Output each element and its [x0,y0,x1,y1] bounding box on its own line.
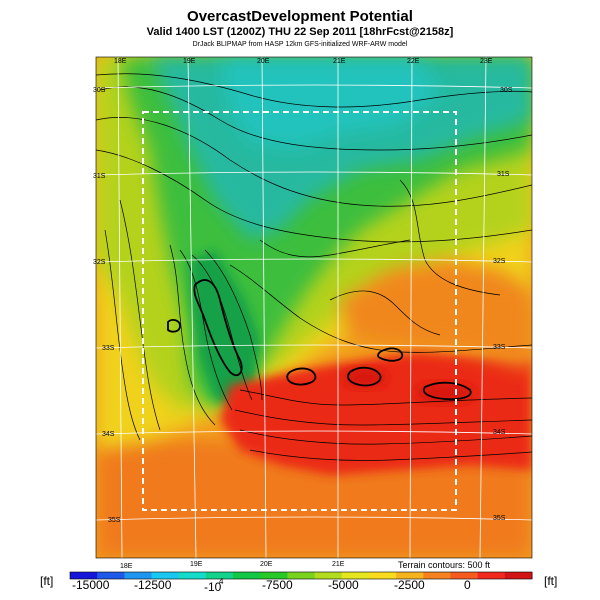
overcast-contour [377,347,404,362]
lat-label-left: 32S [93,259,106,266]
colorbar [69,571,533,580]
overcast-contour [193,279,243,377]
terrain-contour [259,239,411,258]
lat-label-left: 33S [102,345,115,352]
lon-label-top: 19E [183,58,196,65]
terrain-contour [234,409,532,426]
colorbar-swatch [178,572,207,579]
lon-label-top: 22E [407,58,420,65]
lon-label-bottom: 19E [190,561,203,568]
meridian-18e [117,57,123,558]
meridian-22e [409,57,413,558]
colorbar-swatch [504,572,533,579]
field-red-band [220,350,532,475]
lat-label-left: 34S [102,431,115,438]
colorbar-swatch [368,572,397,579]
colorbar-swatch [423,572,451,579]
meridian-23e [479,57,487,558]
lon-label-top: 20E [257,58,270,65]
lon-label-bottom: 18E [120,563,133,570]
terrain-contour [229,264,532,353]
colorbar-tick-label: -15000 [72,578,110,592]
terrain-contour [96,117,532,207]
model-credit-line: DrJack BLIPMAP from HASP 12km GFS-initia… [192,41,408,48]
lon-label-bottom: 20E [260,561,273,568]
lon-label-top: 23E [480,58,493,65]
graticule [96,57,532,558]
colorbar-tick-label: -10 [204,580,222,594]
colorbar-swatch [151,572,180,579]
field-cyan-north [220,60,440,150]
lon-label-top: 18E [114,58,127,65]
lat-label-right: 35S [493,515,506,522]
valid-time-line: Valid 1400 LST (1200Z) THU 22 Sep 2011 [… [146,26,454,38]
colorbar-swatch [205,572,234,579]
colorbar-tick-label: 0 [464,578,471,592]
parallel-30s [96,84,532,89]
colorbar-tick-label: -2500 [394,578,425,592]
overcast-contour [286,367,317,386]
colorbar-swatch [97,572,125,579]
colorbar-swatch [287,572,316,579]
lat-label-left: 30S [93,87,106,94]
overcast-contours [167,279,472,401]
terrain-contour [96,73,532,108]
parallel-32s [96,258,532,263]
terrain-contour [249,449,532,461]
colorbar-frame [69,571,533,580]
parallel-33s [96,344,532,349]
colorbar-unit-right: [ft] [544,574,558,588]
colorbar-swatch [124,572,153,579]
colorbar-unit-left: [ft] [40,574,54,588]
terrain-contour [99,86,532,151]
terrain-contour-note: Terrain contours: 500 ft [398,560,491,570]
colorbar-tick-exponent: 4 [219,577,224,586]
colorbar-swatch [450,572,479,579]
colorbar-tick-label: -7500 [262,578,293,592]
colorbar-swatch [341,572,370,579]
terrain-contour [169,244,216,426]
terrain-contour [204,249,263,401]
terrain-contour [239,389,532,406]
meridian-20e [261,57,267,558]
colorbar-swatch [314,572,343,579]
map-title: OvercastDevelopment Potential [187,8,413,25]
field-orange-east [340,260,532,370]
colorbar-swatch [396,572,424,579]
plot-frame [95,56,533,559]
colorbar-tick-label: -12500 [134,578,172,592]
lat-label-right: 34S [493,429,506,436]
lat-label-right: 31S [497,171,510,178]
lon-label-bottom: 21E [332,561,345,568]
lat-label-left: 35S [108,517,121,524]
colorbar-swatch [233,572,261,579]
overcast-contour [422,381,472,401]
lat-label-right: 32S [493,258,506,265]
parallel-35s [96,516,532,521]
terrain-contour [191,254,253,401]
lat-label-left: 31S [93,173,106,180]
terrain-contour [329,290,441,336]
colorbar-swatch [70,572,98,579]
terrain-contour [239,429,532,445]
meridian-19e [187,57,197,558]
colorbar-tick-label: -5000 [328,578,359,592]
colorbar-swatch [260,572,288,579]
parallel-31s [96,171,532,176]
inner-domain-box [142,111,457,511]
overcast-contour [347,366,382,387]
lon-label-top: 21E [333,58,346,65]
lat-label-right: 33S [493,344,506,351]
lat-label-right: 30S [500,87,513,94]
overcast-contour [167,319,181,333]
terrain-contour [119,199,161,431]
parallel-34s [96,430,532,435]
colorbar-swatch [477,572,506,579]
terrain-contour [96,149,532,243]
